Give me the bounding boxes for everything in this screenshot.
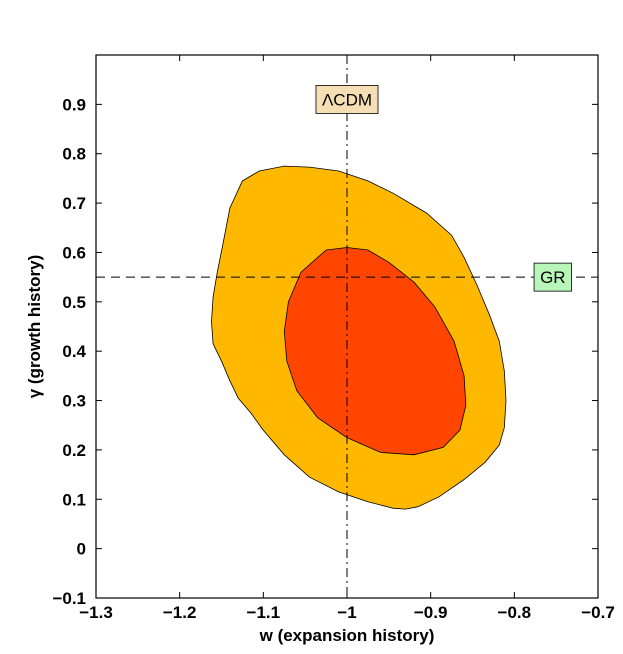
y-tick-label: 0 [77,540,86,559]
x-tick-label: −1.3 [79,603,113,622]
x-tick-label: −0.7 [581,603,615,622]
y-tick-label: 0.7 [62,194,86,213]
x-tick-label: −1.1 [247,603,281,622]
x-tick-label: −0.9 [414,603,448,622]
x-axis-title: w (expansion history) [259,626,435,645]
y-axis-title: γ (growth history) [25,255,44,399]
y-tick-label: 0.8 [62,145,86,164]
y-tick-label: 0.1 [62,490,86,509]
gr-label-box: GR [533,262,572,292]
y-tick-label: 0.5 [62,293,86,312]
y-tick-label: 0.3 [62,392,86,411]
annotation-layer: ΛCDM GR [315,85,572,292]
x-tick-label: −1 [337,603,356,622]
y-tick-label: 0.6 [62,243,86,262]
y-tick-label: 0.4 [62,342,86,361]
label-box-background [533,262,572,292]
lcdm-label-box: ΛCDM [315,85,379,114]
y-tick-label: −0.1 [52,589,86,608]
y-axis: −0.1 0 0.1 0.2 0.3 0.4 0.5 0.6 0.7 0.8 0.9 [52,95,598,608]
label-box-background [315,85,379,114]
x-tick-label: −1.2 [163,603,197,622]
y-tick-label: 0.2 [62,441,86,460]
lcdm-label: ΛCDM [322,90,372,109]
x-tick-label: −0.8 [498,603,532,622]
gr-label: GR [540,268,566,287]
y-tick-label: 0.9 [62,95,86,114]
x-axis: −1.3 −1.2 −1.1 −1 −0.9 −0.8 −0.7 [79,55,615,622]
contour-layer [211,165,507,510]
reference-lines-layer [96,55,598,598]
inner-contour-region [283,247,467,456]
